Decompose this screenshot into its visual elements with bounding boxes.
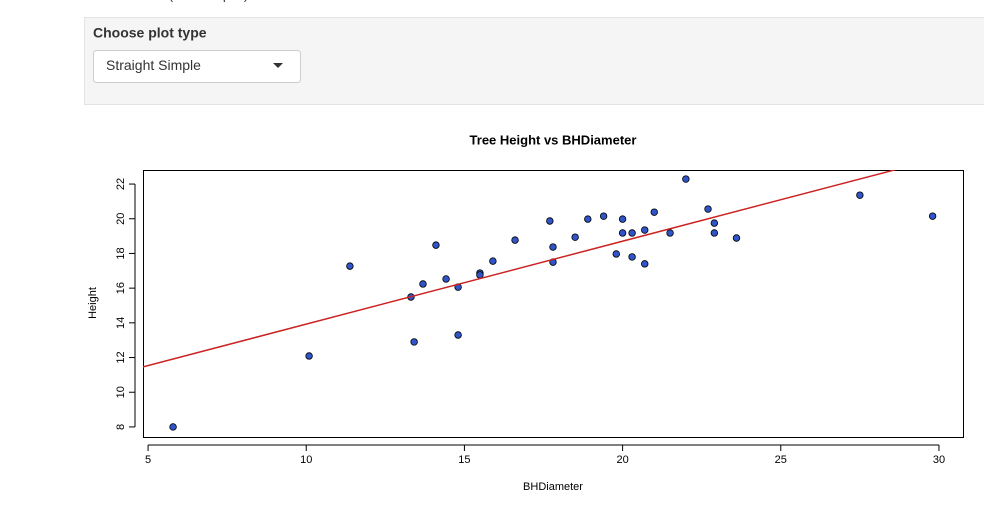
point xyxy=(305,352,313,360)
point xyxy=(612,250,620,258)
x-tick-label: 5 xyxy=(145,454,151,466)
select[interactable]: Straight Simple xyxy=(93,50,301,83)
fit-line-group xyxy=(143,170,898,368)
point xyxy=(546,217,554,225)
fit-line xyxy=(143,170,898,368)
y-axis-label: Height xyxy=(87,287,99,319)
point xyxy=(169,423,177,431)
point xyxy=(511,236,519,244)
x-tick-label: 10 xyxy=(300,454,312,466)
point xyxy=(442,275,450,283)
panel-label: Choose plot type xyxy=(93,25,207,41)
x-tick-label: 15 xyxy=(458,454,470,466)
y-tick-label: 16 xyxy=(115,282,127,294)
point xyxy=(454,331,462,339)
y-tick-label: 18 xyxy=(115,247,127,259)
point xyxy=(618,215,627,223)
select-value[interactable]: Straight Simple xyxy=(106,57,201,73)
plot-frame xyxy=(143,170,964,438)
point xyxy=(710,229,719,237)
point xyxy=(856,191,864,199)
point xyxy=(641,226,649,234)
x-tick-label: 20 xyxy=(616,454,628,466)
point xyxy=(432,241,440,249)
point xyxy=(928,212,937,220)
point xyxy=(618,229,627,237)
point xyxy=(710,219,719,227)
point xyxy=(666,229,674,237)
point xyxy=(641,260,649,268)
point xyxy=(346,262,354,270)
y-tick-label: 14 xyxy=(115,317,127,329)
x-axis-label: BHDiameter xyxy=(523,481,583,493)
point xyxy=(628,229,636,237)
x-tick-label: 30 xyxy=(933,454,945,466)
y-tick-label: 10 xyxy=(115,386,127,398)
point xyxy=(489,257,497,265)
y-tick-label: 8 xyxy=(115,424,127,430)
point xyxy=(584,215,592,223)
point xyxy=(682,175,690,183)
point xyxy=(419,280,427,288)
point xyxy=(549,243,557,251)
point xyxy=(599,212,608,220)
chart-title: Tree Height vs BHDiameter xyxy=(470,132,637,147)
y-tick-label: 22 xyxy=(115,178,127,190)
point xyxy=(704,205,712,213)
y-tick-label: 20 xyxy=(115,213,127,225)
point xyxy=(410,338,418,346)
point xyxy=(571,233,579,241)
step-text: 2. Render ( Often a plot) xyxy=(108,0,248,2)
select-box[interactable] xyxy=(93,50,301,83)
point xyxy=(628,253,636,261)
point xyxy=(650,208,658,216)
y-tick-label: 12 xyxy=(115,351,127,363)
point xyxy=(732,234,741,242)
x-tick-label: 25 xyxy=(775,454,787,466)
select-caret[interactable] xyxy=(273,63,283,68)
